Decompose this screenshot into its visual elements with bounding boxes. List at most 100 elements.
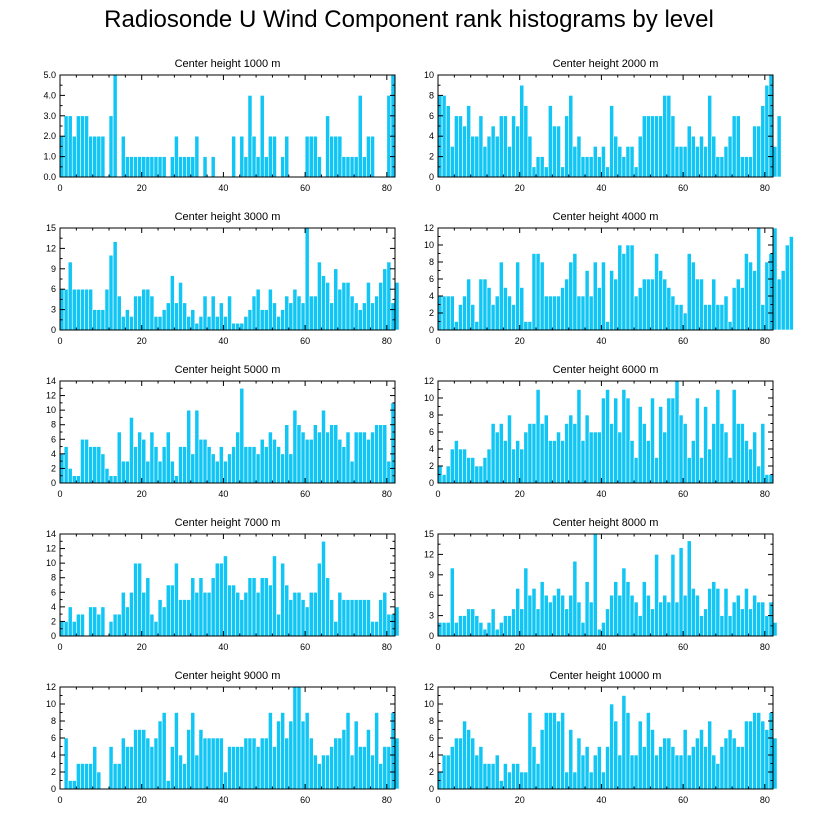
histogram-bar xyxy=(678,547,684,637)
histogram-bar xyxy=(210,737,216,790)
y-tick-label: 14 xyxy=(46,529,56,539)
histogram-bar xyxy=(507,615,512,637)
histogram-bar xyxy=(458,115,463,178)
histogram-bar xyxy=(80,115,85,178)
x-tick-label: 0 xyxy=(435,642,440,652)
histogram-bar xyxy=(141,288,147,331)
histogram-bar xyxy=(92,606,98,637)
y-tick-label: 0 xyxy=(429,325,434,335)
histogram-bar xyxy=(145,737,151,790)
histogram-bar xyxy=(394,282,400,331)
histogram-bar xyxy=(276,446,281,484)
histogram-bar xyxy=(658,406,663,484)
histogram-bar xyxy=(362,302,367,331)
y-tick-label: 0.0 xyxy=(43,172,56,182)
histogram-bar xyxy=(584,581,590,637)
histogram-bar xyxy=(719,423,725,484)
histogram-bar xyxy=(756,227,762,331)
histogram-bar xyxy=(740,156,745,178)
histogram-bar xyxy=(744,720,749,790)
histogram-bar xyxy=(296,424,302,484)
histogram-bar xyxy=(165,780,171,790)
histogram-bar xyxy=(210,156,216,178)
histogram-bar xyxy=(108,115,114,178)
histogram-bar xyxy=(552,125,557,178)
histogram-bar xyxy=(96,446,102,484)
histogram-bar xyxy=(321,409,326,484)
histogram-bar xyxy=(650,115,655,178)
histogram-bar xyxy=(141,156,147,178)
histogram-bar xyxy=(744,588,749,637)
histogram-bar xyxy=(174,302,179,331)
histogram-bar xyxy=(304,606,310,637)
histogram-bar xyxy=(462,448,467,484)
panel-title: Center height 1000 m xyxy=(175,58,281,70)
histogram-bar xyxy=(703,406,708,484)
histogram-bar xyxy=(268,288,273,331)
histogram-bar xyxy=(568,594,574,637)
histogram-bar xyxy=(580,440,586,484)
x-tick-label: 80 xyxy=(382,642,392,652)
histogram-bar xyxy=(560,287,565,331)
histogram-bar xyxy=(482,278,488,331)
panel-title: Center height 8000 m xyxy=(553,517,659,529)
histogram-bar xyxy=(194,322,200,331)
histogram-bar xyxy=(288,302,294,331)
histogram-bar xyxy=(584,746,590,790)
histogram-bar xyxy=(609,423,614,484)
histogram-bar xyxy=(362,156,367,178)
histogram-bar xyxy=(353,431,359,484)
histogram-bar xyxy=(646,115,651,178)
histogram-bar xyxy=(588,156,594,178)
histogram-bar xyxy=(353,302,359,331)
histogram-bar xyxy=(478,746,484,790)
histogram-bar xyxy=(317,261,322,331)
histogram-bar xyxy=(568,729,574,790)
histogram-bar xyxy=(707,720,713,790)
histogram-bar xyxy=(727,457,733,484)
histogram-bar xyxy=(646,440,651,484)
histogram-bar xyxy=(498,115,504,178)
histogram-bar xyxy=(186,156,192,178)
histogram-bar xyxy=(646,594,651,637)
histogram-bar xyxy=(370,431,375,484)
histogram-bar xyxy=(161,309,167,331)
histogram-bar xyxy=(321,754,326,790)
histogram-bar xyxy=(474,615,480,637)
histogram-bar xyxy=(711,278,717,331)
histogram-bar xyxy=(641,278,647,331)
histogram-bar xyxy=(116,431,122,484)
histogram-bar xyxy=(654,115,659,178)
histogram-bar xyxy=(161,606,167,637)
histogram-bar xyxy=(219,737,224,790)
histogram-bar xyxy=(325,431,330,484)
histogram-panel: Center height 5000 m 0 20 40 60 80 0 2 4 6 8 10 12 14 xyxy=(46,364,396,499)
histogram-bar xyxy=(449,146,455,178)
histogram-bar xyxy=(174,712,179,790)
y-tick-label: 8 xyxy=(429,257,434,267)
histogram-bar xyxy=(276,613,281,637)
histogram-bar xyxy=(223,771,228,790)
histogram-bar xyxy=(576,737,582,790)
histogram-bar xyxy=(312,424,318,484)
histogram-bar xyxy=(394,737,400,790)
histogram-bar xyxy=(523,431,529,484)
y-tick-label: 6 xyxy=(51,434,56,444)
y-tick-label: 10 xyxy=(46,405,56,415)
histogram-bar xyxy=(478,115,484,178)
histogram-bar xyxy=(752,712,757,790)
y-tick-label: 4 xyxy=(429,291,434,301)
histogram-bar xyxy=(552,712,557,790)
histogram-bar xyxy=(682,594,688,637)
histogram-bar xyxy=(482,763,488,790)
histogram-bar xyxy=(535,156,541,178)
histogram-bar xyxy=(357,309,363,331)
histogram-bar xyxy=(116,613,122,637)
histogram-bar xyxy=(707,304,713,331)
histogram-bar xyxy=(190,712,196,790)
histogram-bar xyxy=(662,594,668,637)
histogram-bar xyxy=(259,577,265,637)
histogram-bar xyxy=(494,135,500,178)
histogram-bar xyxy=(263,577,269,637)
